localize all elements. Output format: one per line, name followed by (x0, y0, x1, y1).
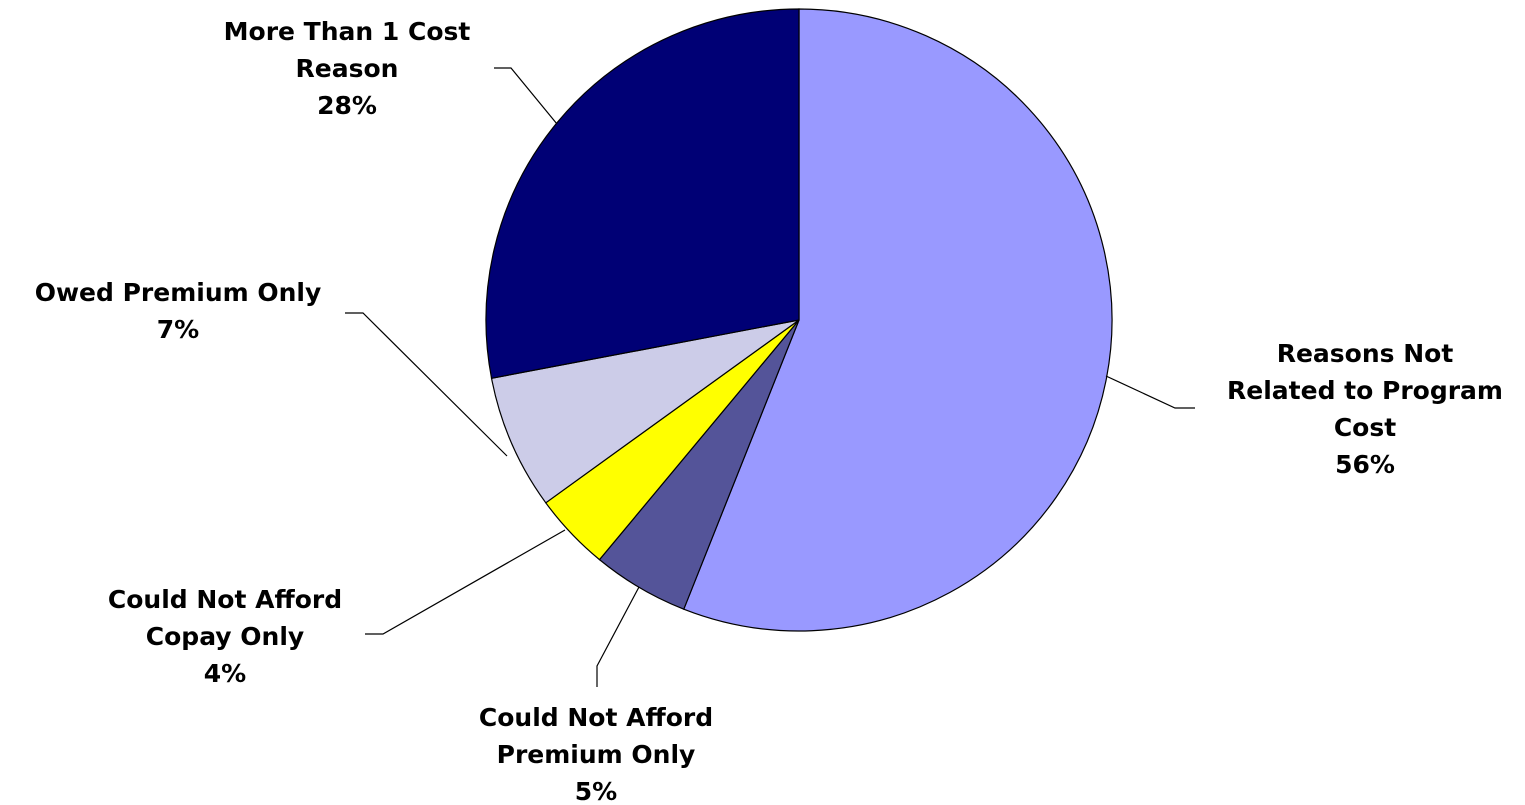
slice-category-label: Cost (1334, 413, 1396, 442)
leader-line-3 (365, 530, 565, 634)
pie-slices (486, 9, 1112, 631)
leader-line-5 (494, 68, 557, 124)
slice-category-label: Premium Only (497, 740, 696, 769)
slice-category-label: Related to Program (1227, 376, 1503, 405)
slice-percent-label: 5% (575, 777, 617, 805)
slice-category-label: Could Not Afford (479, 703, 713, 732)
leader-line-2 (597, 587, 639, 687)
slice-category-label: More Than 1 Cost (224, 17, 471, 46)
slice-category-label: Reasons Not (1277, 339, 1454, 368)
slice-category-label: Could Not Afford (108, 585, 342, 614)
leader-line-1 (1106, 376, 1195, 408)
pie-slice-5 (486, 9, 799, 378)
slice-category-label: Owed Premium Only (35, 278, 322, 307)
slice-percent-label: 4% (204, 659, 246, 688)
slice-category-label: Reason (296, 54, 399, 83)
slice-percent-label: 28% (317, 91, 377, 120)
slice-percent-label: 7% (157, 315, 199, 344)
slice-category-label: Copay Only (146, 622, 304, 651)
leader-line-4 (345, 313, 507, 456)
slice-percent-label: 56% (1335, 450, 1395, 479)
